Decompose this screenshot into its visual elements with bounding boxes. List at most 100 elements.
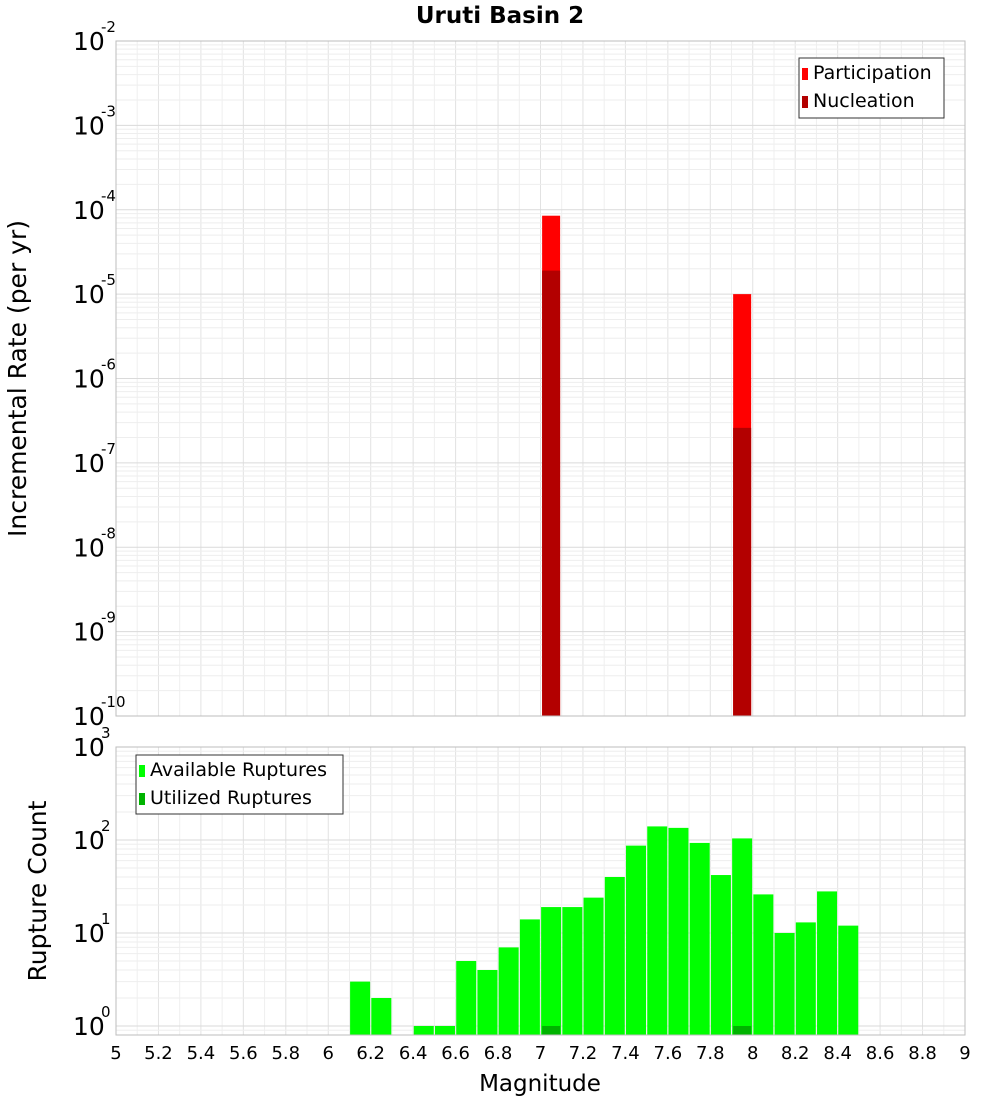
y-tick-exponent: -9 [101,609,116,627]
x-axis-label: Magnitude [479,1071,601,1097]
bar-available-ruptures [668,827,689,1035]
y-tick-label: 10-9 [73,609,116,647]
x-tick-label: 8.4 [823,1043,852,1064]
bar-available-ruptures [413,1025,434,1035]
y-tick-base: 10 [73,919,105,948]
y-tick-exponent: -8 [101,524,116,542]
bar-available-ruptures [562,907,583,1035]
y-tick-base: 10 [73,196,105,225]
bar-utilized-ruptures [733,1025,752,1035]
legend-bottom: Available Ruptures Utilized Ruptures [135,754,344,815]
y-tick-base: 10 [73,618,105,647]
bar-nucleation [733,427,752,716]
x-tick-label: 6.4 [399,1043,428,1064]
bar-available-ruptures [838,925,859,1035]
bar-available-ruptures [817,891,838,1035]
y-tick-base: 10 [73,702,105,731]
legend-label: Utilized Ruptures [150,787,312,809]
x-tick-label: 5 [110,1043,121,1064]
legend-swatch [139,793,145,805]
y-tick-base: 10 [73,533,105,562]
plot-frame [115,40,966,717]
y-tick-label: 100 [73,1003,111,1041]
y-tick-exponent: -7 [101,440,116,458]
y-tick-label: 10-10 [73,693,126,731]
plot-frame [115,746,966,1036]
y-tick-base: 10 [73,733,105,762]
x-tick-label: 8 [747,1043,758,1064]
bar-available-ruptures [647,826,668,1035]
y-tick-exponent: 2 [101,817,111,835]
x-tick-label: 6 [323,1043,334,1064]
x-tick-label: 7.4 [611,1043,640,1064]
x-tick-label: 6.8 [484,1043,513,1064]
x-tick-label: 7 [535,1043,546,1064]
x-tick-label: 8.8 [908,1043,937,1064]
x-tick-label: 7.6 [654,1043,683,1064]
x-tick-label: 8.6 [866,1043,895,1064]
x-tick-label: 6.6 [441,1043,470,1064]
y-tick-exponent: 1 [101,910,111,928]
bar-available-ruptures [541,907,562,1035]
x-tick-label: 6.2 [356,1043,385,1064]
legend-top: Participation Nucleation [798,57,945,119]
bar-utilized-ruptures [542,1025,561,1035]
legend-label: Nucleation [813,90,915,112]
y-tick-label: 10-8 [73,524,116,562]
bar-available-ruptures [371,997,392,1035]
x-tick-label: 5.6 [229,1043,258,1064]
y-tick-exponent: -3 [101,102,116,120]
y-tick-exponent: -6 [101,356,116,374]
y-tick-label: 103 [73,724,111,762]
y-axis-label: Rupture Count [23,800,52,981]
chart-title: Uruti Basin 2 [416,3,584,29]
y-tick-exponent: 0 [101,1003,111,1021]
y-tick-label: 10-3 [73,102,116,140]
bar-available-ruptures [604,877,625,1035]
legend-label: Available Ruptures [150,759,327,781]
y-tick-label: 10-4 [73,187,116,225]
legend-swatch [139,765,145,777]
bar-available-ruptures [626,845,647,1035]
bar-available-ruptures [710,875,731,1035]
x-tick-label: 7.2 [569,1043,598,1064]
y-tick-base: 10 [73,1012,105,1041]
x-tick-label: 5.2 [144,1043,173,1064]
x-tick-label: 9 [959,1043,970,1064]
x-tick-label: 5.4 [187,1043,216,1064]
y-tick-label: 101 [73,910,111,948]
bar-available-ruptures [456,960,477,1035]
bar-nucleation [542,270,561,716]
bar-available-ruptures [795,922,816,1035]
y-tick-label: 10-7 [73,440,116,478]
y-axis-label: Incremental Rate (per yr) [3,220,32,537]
y-tick-label: 10-5 [73,271,116,309]
bar-available-ruptures [350,981,371,1035]
bar-available-ruptures [583,897,604,1035]
x-tick-label: 5.8 [271,1043,300,1064]
y-tick-label: 10-6 [73,356,116,394]
y-tick-exponent: 3 [101,724,111,742]
y-tick-label: 10-2 [73,18,116,56]
y-tick-exponent: -4 [101,187,116,205]
y-tick-base: 10 [73,111,105,140]
bar-available-ruptures [434,1025,455,1035]
x-tick-label: 7.8 [696,1043,725,1064]
y-tick-base: 10 [73,27,105,56]
y-tick-exponent: -10 [101,693,126,711]
legend-swatch [802,68,808,80]
bar-available-ruptures [689,842,710,1035]
bar-available-ruptures [753,894,774,1035]
y-tick-base: 10 [73,826,105,855]
legend-swatch [802,96,808,108]
legend-label: Participation [813,62,932,84]
bar-available-ruptures [477,969,498,1035]
y-tick-exponent: -2 [101,18,116,36]
y-tick-base: 10 [73,449,105,478]
legend-box [135,754,344,815]
bar-available-ruptures [732,838,753,1035]
bar-available-ruptures [519,919,540,1035]
y-tick-label: 102 [73,817,111,855]
y-tick-exponent: -5 [101,271,116,289]
